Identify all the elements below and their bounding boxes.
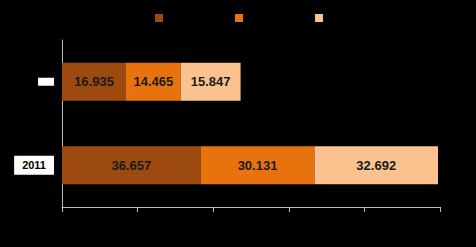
svg-text:16.935: 16.935 [74, 74, 114, 89]
svg-text:2011: 2011 [22, 159, 46, 171]
svg-text:15.847: 15.847 [191, 74, 231, 89]
svg-text:30.131: 30.131 [238, 158, 278, 173]
svg-text:14.465: 14.465 [133, 74, 173, 89]
svg-text:32.692: 32.692 [356, 158, 396, 173]
svg-text:36.657: 36.657 [111, 158, 151, 173]
